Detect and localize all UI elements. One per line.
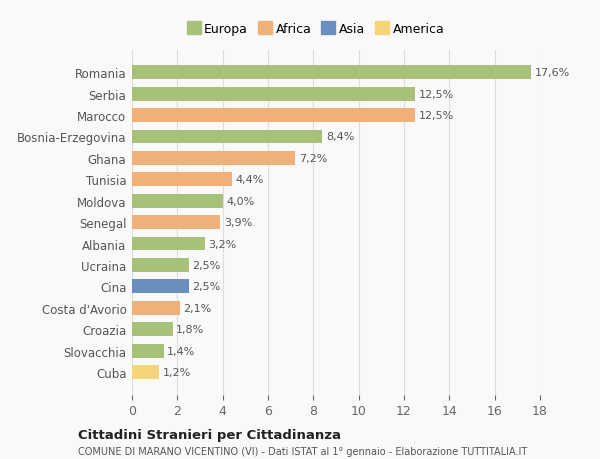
Text: 12,5%: 12,5% [419,111,454,121]
Text: 3,9%: 3,9% [224,218,252,228]
Text: 1,8%: 1,8% [176,325,205,335]
Text: Cittadini Stranieri per Cittadinanza: Cittadini Stranieri per Cittadinanza [78,428,341,442]
Bar [132,88,415,101]
Text: 8,4%: 8,4% [326,132,354,142]
Bar [132,216,220,230]
Bar [132,301,179,315]
Bar [132,66,531,80]
Bar [132,323,173,336]
Bar [132,237,205,251]
Text: 2,1%: 2,1% [183,303,211,313]
Bar [132,130,322,144]
Text: 2,5%: 2,5% [192,260,220,270]
Legend: Europa, Africa, Asia, America: Europa, Africa, Asia, America [183,19,448,39]
Text: 12,5%: 12,5% [419,90,454,100]
Text: 4,4%: 4,4% [235,175,263,185]
Bar [132,344,164,358]
Bar [132,194,223,208]
Bar [132,109,415,123]
Text: 4,0%: 4,0% [226,196,254,206]
Text: 17,6%: 17,6% [535,68,569,78]
Text: 3,2%: 3,2% [208,239,236,249]
Text: 7,2%: 7,2% [299,154,327,163]
Bar [132,258,188,272]
Bar [132,280,188,294]
Bar [132,365,159,379]
Text: COMUNE DI MARANO VICENTINO (VI) - Dati ISTAT al 1° gennaio - Elaborazione TUTTIT: COMUNE DI MARANO VICENTINO (VI) - Dati I… [78,447,527,456]
Text: 2,5%: 2,5% [192,282,220,291]
Bar [132,173,232,187]
Text: 1,2%: 1,2% [163,367,191,377]
Text: 1,4%: 1,4% [167,346,196,356]
Bar [132,151,295,166]
